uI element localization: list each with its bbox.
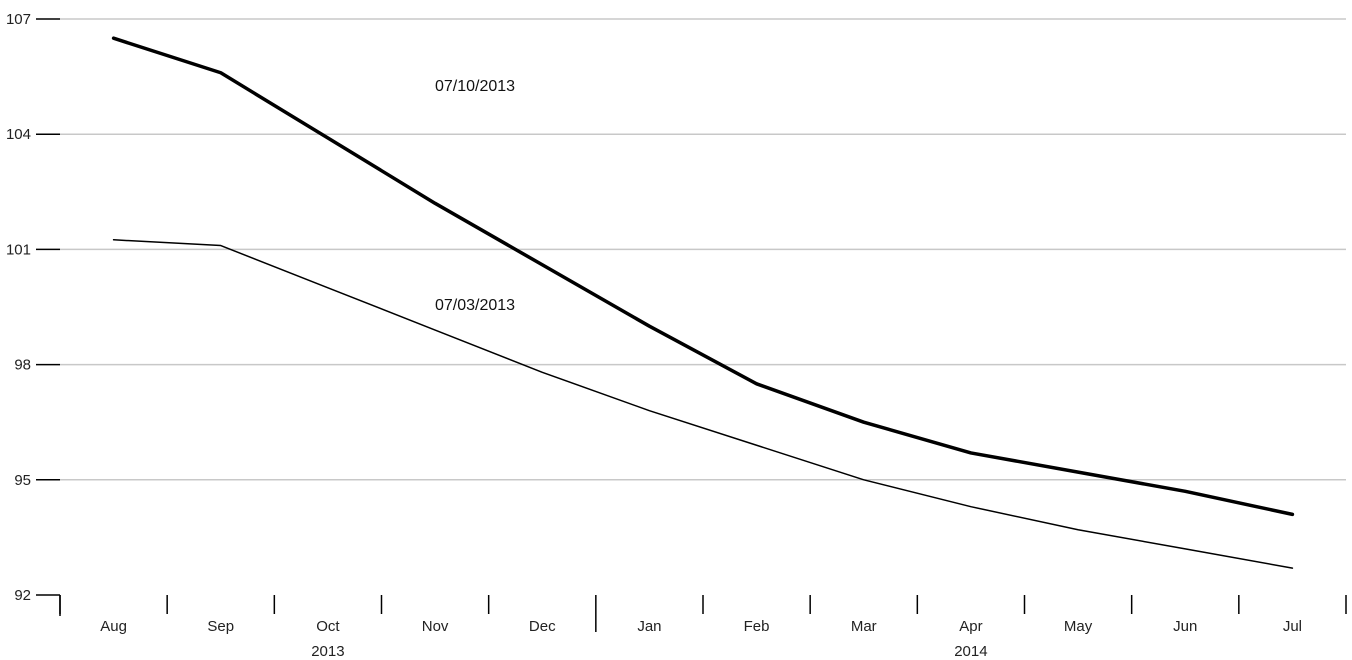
- x-tick-label-sep: Sep: [207, 618, 234, 635]
- y-tick-label-104: 104: [6, 126, 31, 143]
- y-tick-label-95: 95: [14, 472, 31, 489]
- x-year-label-2014: 2014: [954, 643, 987, 660]
- x-tick-label-oct: Oct: [316, 618, 340, 635]
- x-axis: Aug Sep Oct Nov Dec Jan Feb Mar Apr May Jun Jul 2013…: [59, 595, 1347, 660]
- y-tick-label-107: 107: [6, 11, 31, 28]
- x-tick-label-apr: Apr: [959, 618, 982, 635]
- gridlines: [60, 18, 1346, 481]
- x-tick-label-may: May: [1064, 618, 1093, 635]
- x-tick-label-mar: Mar: [851, 618, 877, 635]
- series-lines: [111, 36, 1295, 569]
- series-label-0: 07/10/2013: [435, 78, 515, 95]
- x-tick-label-aug: Aug: [100, 618, 127, 635]
- y-tick-label-92: 92: [14, 587, 31, 604]
- y-tick-label-101: 101: [6, 241, 31, 258]
- series-labels: 07/10/2013 07/03/2013: [435, 78, 515, 314]
- x-tick-label-dec: Dec: [529, 618, 556, 635]
- x-tick-label-jul: Jul: [1283, 618, 1302, 635]
- y-tick-label-98: 98: [14, 357, 31, 374]
- x-tick-label-feb: Feb: [744, 618, 770, 635]
- series-line-0: [111, 36, 1295, 517]
- x-tick-label-nov: Nov: [422, 618, 449, 635]
- series-line-1: [112, 239, 1294, 569]
- y-axis: 92 95 98 101 104 107: [6, 11, 60, 604]
- x-tick-label-jun: Jun: [1173, 618, 1197, 635]
- x-year-label-2013: 2013: [311, 643, 344, 660]
- x-tick-label-jan: Jan: [637, 618, 661, 635]
- series-label-1: 07/03/2013: [435, 297, 515, 314]
